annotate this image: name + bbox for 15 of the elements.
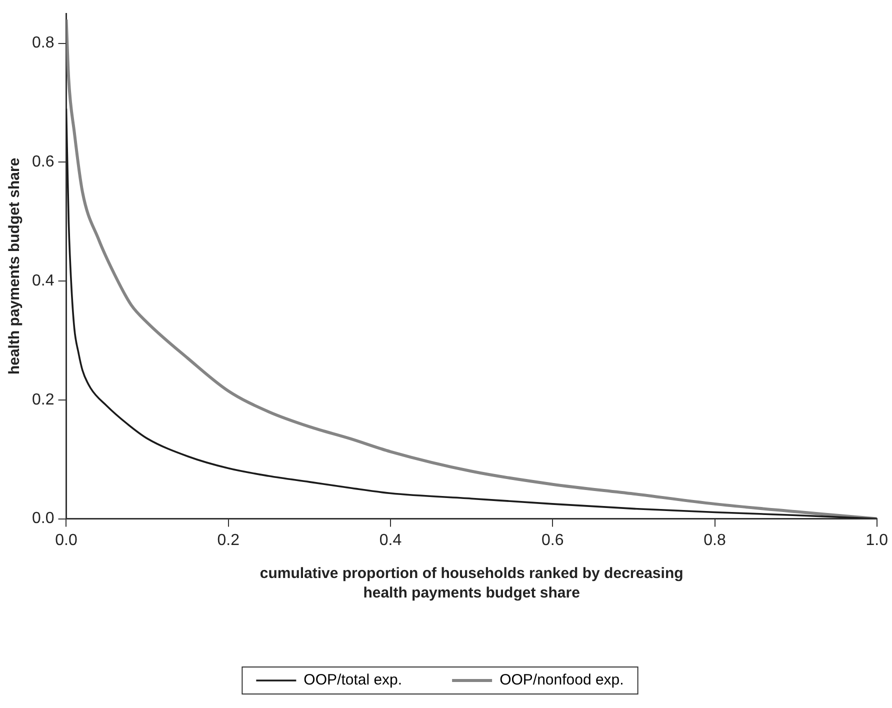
y-tick-label: 0.8 — [32, 34, 54, 52]
x-tick-label: 0.4 — [379, 532, 402, 549]
x-tick-label: 0.2 — [217, 532, 240, 549]
y-tick-label: 0.0 — [32, 510, 54, 528]
y-axis-title: health payments budget share — [6, 158, 24, 375]
x-tick-label: 0.8 — [704, 532, 726, 549]
y-tick-label: 0.2 — [32, 391, 54, 408]
y-tick-label: 0.6 — [32, 154, 54, 171]
legend-label: OOP/nonfood exp. — [500, 672, 624, 689]
x-tick-label: 0.6 — [542, 532, 564, 549]
x-tick-label: 0.0 — [55, 532, 78, 549]
y-tick-label: 0.4 — [32, 272, 54, 290]
legend-label: OOP/total exp. — [304, 672, 402, 689]
x-tick-label: 1.0 — [866, 532, 888, 549]
x-axis-title: cumulative proportion of households ranked by decreasing health payments budget share — [260, 564, 684, 602]
